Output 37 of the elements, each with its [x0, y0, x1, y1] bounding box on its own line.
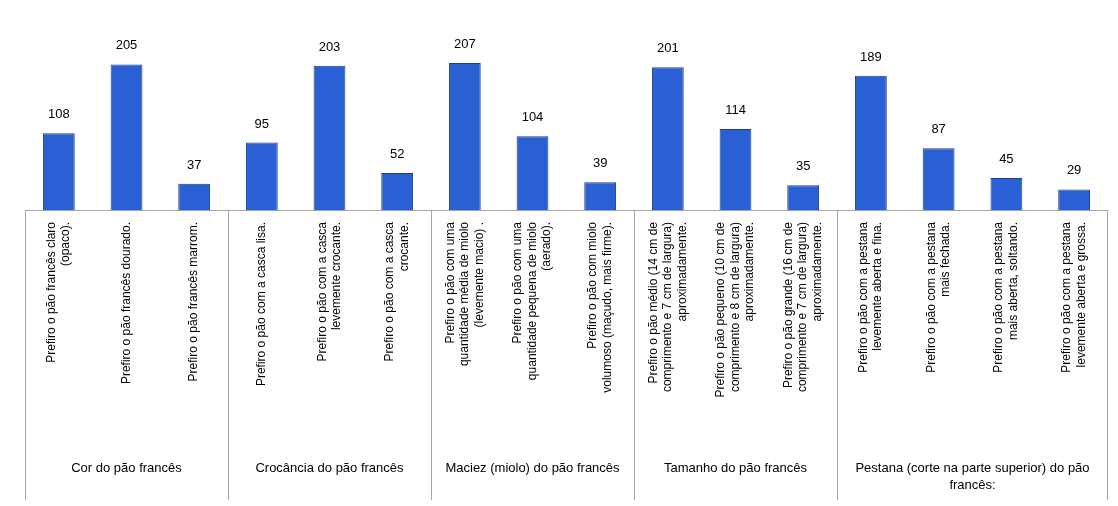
x-tick-label: Prefiro o pão francês claro (opaco).	[43, 221, 73, 363]
data-label: 201	[656, 40, 679, 56]
data-label: 104	[521, 109, 544, 125]
x-tick-label: Prefiro o pão com uma quantidade pequena de miolo (aerado).	[510, 221, 554, 381]
x-tick-label: Prefiro o pão com a casca levemente crocante.	[314, 221, 344, 362]
x-tick-label: Prefiro o pão grande (16 cm de comprimento e 7 cm de largura) aproximadamente.	[780, 221, 824, 393]
x-tick-label: Prefiro o pão com miolo volumoso (maçudo, mais firme).	[585, 221, 614, 393]
x-axis-title: Tamanho do pão francês	[663, 459, 808, 475]
data-label: 203	[318, 38, 341, 54]
x-tick-label: Prefiro o pão francês dourado.	[118, 222, 133, 385]
x-axis-title: Cor do pão francês	[71, 459, 183, 475]
data-label: 207	[453, 36, 476, 52]
x-tick-label: Prefiro o pão médio (14 cm de comprimento e 7 cm de largura) aproximadamente.	[645, 221, 689, 393]
data-label: 29	[1066, 162, 1082, 178]
x-tick-label: Prefiro o pão com a casca lisa.	[254, 222, 269, 387]
x-tick-label: Prefiro o pão com a casca crocante.	[382, 221, 411, 362]
data-label: 37	[186, 156, 202, 172]
x-axis-title: Crocância do pão francês	[255, 459, 405, 475]
x-tick-label: Prefiro o pão francês marrom.	[186, 222, 201, 382]
data-label: 35	[795, 158, 811, 174]
data-label: 205	[115, 37, 138, 53]
data-label: 108	[47, 106, 70, 122]
data-label: 189	[860, 48, 882, 64]
data-label: 39	[592, 155, 608, 171]
x-tick-label: Prefiro o pão pequeno (10 cm de comprimento e 8 cm de largura) aproximadamente.	[713, 221, 757, 398]
data-label: 114	[725, 102, 746, 118]
x-tick-label: Prefiro o pão com a pestana levemente aberta e fina.	[855, 221, 885, 373]
x-axis-title: Maciez (miolo) do pão francês	[445, 459, 621, 475]
data-label: 95	[254, 115, 270, 131]
x-tick-label: Prefiro o pão com uma quantidade média de miolo (levemente macio) .	[442, 221, 486, 367]
x-tick-label: Prefiro o pão com a pestana levemente aberta e grossa.	[1059, 221, 1088, 373]
x-axis-title: Pestana (corte na parte superior) do pão francês:	[855, 459, 1090, 492]
x-tick-label: Prefiro o pão com a pestana mais fechada.	[923, 221, 953, 373]
x-tick-label: Prefiro o pão com a pestana mais aberta, soltando.	[991, 221, 1020, 373]
data-label: 45	[999, 151, 1014, 167]
data-label: 87	[931, 121, 946, 137]
data-label: 52	[389, 146, 405, 162]
